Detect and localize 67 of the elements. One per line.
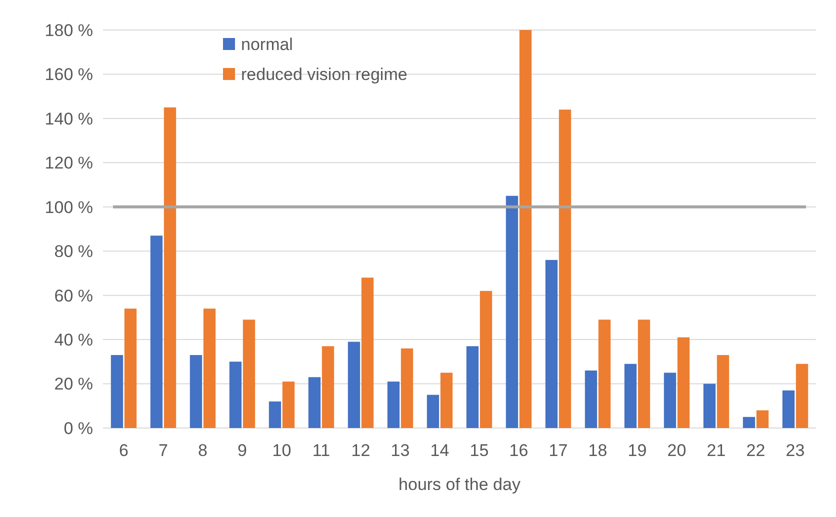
bar	[624, 364, 637, 428]
x-tick-label: 15	[470, 441, 489, 460]
y-tick-label: 120 %	[44, 154, 93, 173]
bar	[598, 320, 611, 428]
bar	[742, 416, 756, 428]
bar	[164, 107, 176, 428]
x-tick-label: 13	[390, 441, 410, 460]
bar	[638, 320, 650, 428]
bar	[782, 390, 795, 428]
bar	[506, 196, 518, 428]
x-tick-label: 17	[548, 441, 568, 460]
y-tick-label: 60 %	[54, 286, 93, 306]
x-tick-label: 19	[628, 441, 647, 460]
bar	[558, 110, 572, 428]
y-tick-label: 40 %	[54, 330, 93, 350]
bar	[387, 382, 400, 428]
bar	[190, 355, 202, 428]
bar	[796, 364, 808, 428]
x-tick-label: 7	[158, 441, 168, 460]
x-tick-label: 16	[509, 441, 528, 460]
x-tick-label: 11	[312, 441, 330, 460]
bar	[716, 355, 730, 428]
x-axis-title: hours of the day	[398, 475, 521, 494]
bar	[677, 337, 690, 428]
bar	[426, 394, 440, 428]
bar	[203, 308, 216, 428]
bar	[242, 320, 256, 428]
bar	[400, 348, 414, 428]
bar	[440, 372, 453, 428]
bar	[756, 410, 769, 428]
bar	[584, 370, 598, 428]
x-tick-label: 21	[706, 441, 726, 460]
x-tick-label: 8	[198, 441, 208, 460]
x-tick-label: 14	[430, 441, 450, 460]
x-tick-label: 22	[746, 441, 766, 460]
bar	[150, 236, 163, 428]
bar	[268, 401, 282, 428]
bar	[348, 342, 360, 428]
x-tick-label: 6	[119, 441, 128, 460]
bar	[229, 362, 242, 428]
y-tick-label: 80 %	[54, 242, 93, 262]
bar	[282, 382, 295, 428]
x-tick-label: 18	[588, 441, 608, 460]
x-tick-label: 12	[351, 441, 370, 460]
y-tick-label: 0 %	[64, 418, 93, 438]
legend-label: reduced vision regime	[241, 64, 408, 84]
bar	[124, 308, 137, 428]
x-tick-label: 9	[238, 441, 247, 460]
bar	[466, 346, 479, 428]
x-tick-label: 23	[786, 441, 805, 460]
bar	[664, 372, 676, 428]
y-tick-label: 180 %	[44, 20, 93, 40]
bar	[308, 377, 321, 428]
y-tick-label: 160 %	[44, 65, 93, 84]
y-tick-label: 140 %	[44, 109, 93, 128]
y-tick-label: 20 %	[54, 374, 93, 394]
x-tick-label: 10	[272, 441, 292, 460]
y-tick-label: 100 %	[44, 198, 93, 217]
bar	[322, 346, 334, 428]
x-tick-label: 20	[667, 441, 686, 460]
bar	[519, 30, 532, 428]
legend-label: normal	[241, 34, 293, 54]
bar	[703, 384, 716, 428]
bar	[361, 278, 374, 428]
bar	[480, 290, 492, 428]
bar	[110, 355, 124, 428]
bar	[545, 260, 558, 428]
